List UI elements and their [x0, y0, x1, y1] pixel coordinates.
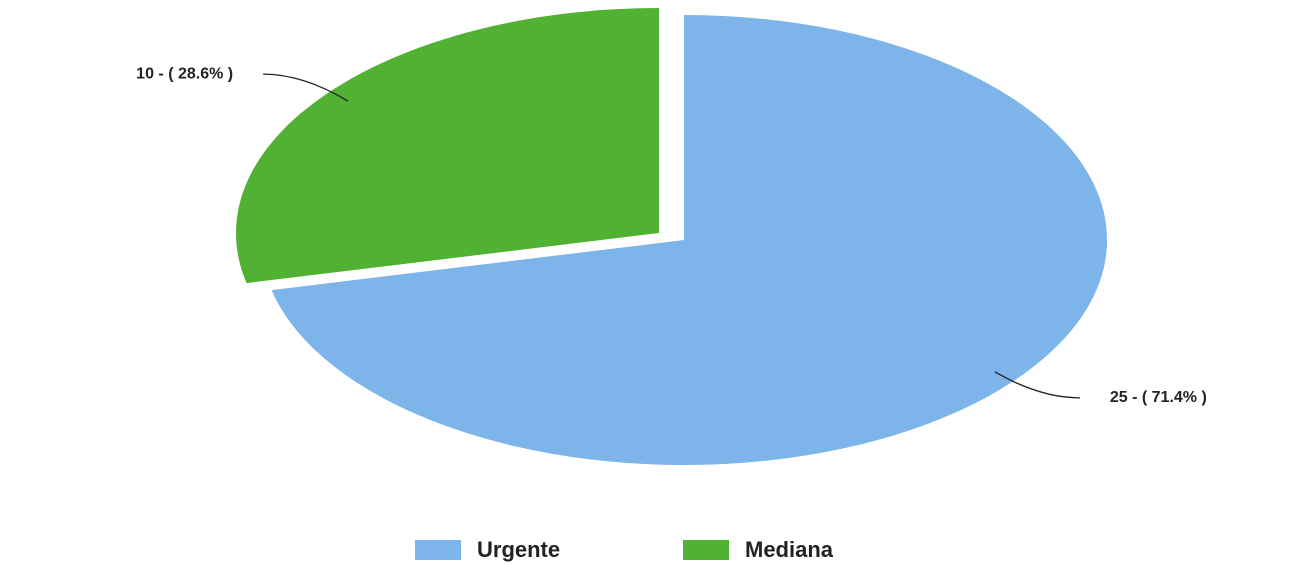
leader-line — [263, 73, 349, 102]
legend-swatch — [683, 540, 729, 560]
slice-label: 25 - ( 71.4% ) — [1110, 389, 1207, 406]
legend-label: Urgente — [477, 537, 560, 562]
pie-slice — [235, 8, 659, 284]
leader-line — [994, 371, 1080, 399]
pie-slice — [271, 15, 1108, 466]
slice-label: 10 - ( 28.6% ) — [136, 65, 233, 82]
legend-swatch — [415, 540, 461, 560]
legend-label: Mediana — [745, 537, 834, 562]
